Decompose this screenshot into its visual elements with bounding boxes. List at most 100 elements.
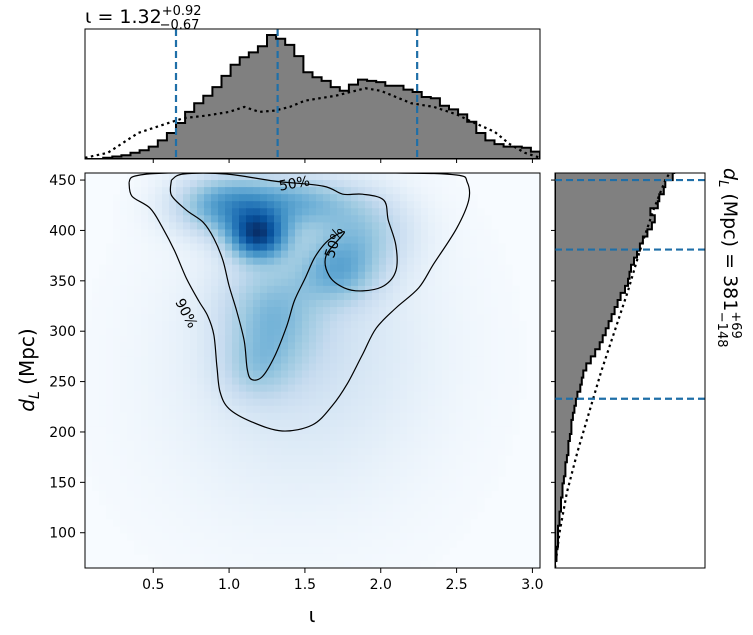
- density-cell: [162, 490, 170, 499]
- density-cell: [113, 441, 121, 449]
- density-cell: [470, 462, 478, 470]
- density-cell: [120, 441, 128, 449]
- density-cell: [106, 441, 114, 449]
- density-cell: [134, 448, 142, 456]
- density-cell: [253, 243, 261, 252]
- density-cell: [148, 412, 156, 421]
- density-cell: [456, 222, 464, 231]
- density-cell: [421, 405, 429, 414]
- density-cell: [190, 321, 198, 329]
- density-cell: [505, 335, 513, 343]
- density-cell: [330, 426, 338, 435]
- density-cell: [316, 391, 324, 400]
- density-cell: [512, 419, 520, 428]
- density-cell: [197, 173, 205, 181]
- density-cell: [148, 490, 156, 499]
- density-cell: [141, 208, 149, 216]
- density-cell: [379, 426, 387, 435]
- density-cell: [232, 405, 240, 414]
- density-cell: [92, 448, 100, 456]
- density-cell: [449, 518, 457, 527]
- density-cell: [477, 462, 485, 470]
- density-cell: [288, 370, 296, 379]
- density-cell: [281, 278, 289, 287]
- density-cell: [274, 243, 282, 252]
- density-cell: [232, 426, 240, 435]
- density-cell: [365, 229, 373, 238]
- density-cell: [463, 363, 471, 372]
- density-cell: [435, 433, 443, 442]
- density-cell: [428, 335, 436, 343]
- density-cell: [456, 180, 464, 188]
- density-cell: [330, 250, 338, 259]
- density-cell: [456, 433, 464, 442]
- density-cell: [127, 285, 135, 294]
- density-cell: [309, 539, 317, 548]
- density-cell: [435, 328, 443, 336]
- density-cell: [309, 560, 317, 568]
- density-cell: [141, 412, 149, 421]
- density-cell: [295, 208, 303, 216]
- density-cell: [477, 314, 485, 322]
- density-cell: [134, 377, 142, 386]
- density-cell: [281, 419, 289, 428]
- density-cell: [274, 405, 282, 414]
- density-cell: [274, 560, 282, 568]
- density-cell: [463, 349, 471, 357]
- density-cell: [232, 462, 240, 470]
- density-cell: [519, 391, 527, 400]
- density-cell: [141, 173, 149, 181]
- density-cell: [183, 307, 191, 315]
- density-cell: [484, 278, 492, 287]
- density-cell: [344, 391, 352, 400]
- density-cell: [484, 335, 492, 343]
- y-tick-label: 450: [49, 173, 76, 189]
- density-cell: [337, 377, 345, 386]
- density-cell: [316, 342, 324, 350]
- density-cell: [414, 187, 422, 195]
- density-cell: [281, 433, 289, 442]
- density-cell: [456, 377, 464, 386]
- density-cell: [484, 441, 492, 449]
- density-cell: [358, 518, 366, 527]
- density-cell: [379, 321, 387, 329]
- density-cell: [456, 208, 464, 216]
- density-cell: [85, 398, 93, 407]
- density-cell: [519, 377, 527, 386]
- density-cell: [428, 419, 436, 428]
- density-cell: [449, 412, 457, 421]
- density-cell: [330, 504, 338, 513]
- density-cell: [141, 462, 149, 470]
- density-cell: [414, 328, 422, 336]
- density-cell: [141, 299, 149, 308]
- density-cell: [428, 490, 436, 499]
- density-cell: [344, 236, 352, 245]
- density-cell: [309, 546, 317, 555]
- density-cell: [309, 180, 317, 188]
- density-cell: [246, 504, 254, 513]
- density-cell: [435, 448, 443, 456]
- density-cell: [260, 299, 268, 308]
- density-cell: [484, 363, 492, 372]
- density-cell: [120, 455, 128, 463]
- density-cell: [463, 285, 471, 294]
- density-cell: [330, 363, 338, 372]
- density-cell: [211, 384, 219, 393]
- density-cell: [379, 187, 387, 195]
- density-cell: [498, 391, 506, 400]
- density-cell: [449, 490, 457, 499]
- density-cell: [456, 483, 464, 492]
- density-cell: [421, 271, 429, 280]
- density-cell: [274, 370, 282, 379]
- density-cell: [421, 194, 429, 202]
- density-cell: [309, 419, 317, 428]
- density-cell: [379, 229, 387, 238]
- density-cell: [337, 426, 345, 435]
- density-cell: [197, 426, 205, 435]
- density-cell: [337, 335, 345, 343]
- density-cell: [330, 342, 338, 350]
- density-cell: [470, 426, 478, 435]
- density-cell: [253, 532, 261, 541]
- density-cell: [267, 257, 275, 266]
- density-cell: [148, 335, 156, 343]
